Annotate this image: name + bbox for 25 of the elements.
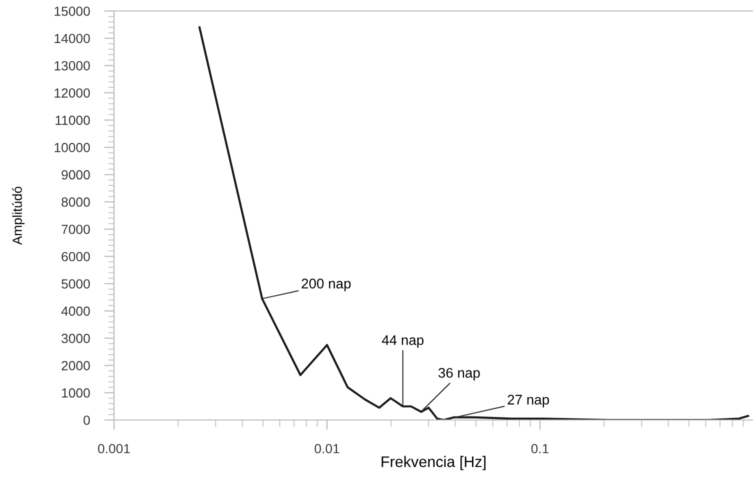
- y-tick-label: 14000: [54, 34, 90, 44]
- x-tick-label: 0.001: [98, 444, 130, 454]
- annotation: 200 nap: [302, 278, 351, 292]
- y-tick-label: 4000: [61, 306, 90, 316]
- y-tick-label: 12000: [54, 88, 90, 98]
- y-tick-label: 7000: [62, 224, 90, 234]
- y-tick-label: 10000: [54, 142, 90, 152]
- y-tick-label: 9000: [62, 170, 90, 180]
- y-tick-label: 0: [84, 416, 90, 425]
- x-axis-title: Frekvencia [Hz]: [382, 456, 486, 470]
- y-tick-label: 6000: [62, 252, 90, 262]
- annotation: 36 nap: [438, 368, 480, 381]
- annotation: 27 nap: [508, 394, 549, 408]
- y-tick-label: 13000: [54, 61, 90, 70]
- annotation: 44 nap: [382, 335, 424, 348]
- y-tick-label: 8000: [62, 197, 90, 207]
- y-axis-title: Amplitúdó: [12, 186, 25, 245]
- y-tick-label: 15000: [54, 6, 90, 16]
- y-tick-label: 1000: [62, 388, 90, 398]
- y-tick-label: 3000: [62, 334, 90, 344]
- y-tick-label: 11000: [56, 116, 90, 125]
- x-tick-label: 0.01: [314, 444, 340, 454]
- y-tick-label: 2000: [62, 361, 90, 370]
- x-tick-label: 0.1: [531, 444, 549, 454]
- y-tick-label: 5000: [62, 279, 90, 289]
